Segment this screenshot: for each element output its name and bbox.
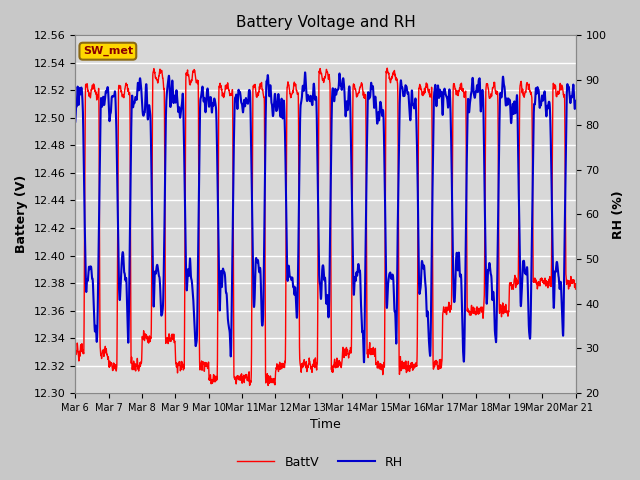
- RH: [466, 101, 474, 107]
- RH: [410, 104, 417, 110]
- BattV: [264, 383, 272, 388]
- BattV: [438, 363, 445, 369]
- X-axis label: Time: Time: [310, 419, 341, 432]
- BattV: [383, 65, 391, 71]
- BattV: [572, 283, 579, 288]
- RH: [438, 89, 445, 95]
- Line: BattV: BattV: [76, 68, 576, 385]
- RH: [301, 70, 309, 75]
- RH: [572, 103, 579, 108]
- Legend: BattV, RH: BattV, RH: [232, 451, 408, 474]
- Y-axis label: RH (%): RH (%): [612, 190, 625, 239]
- BattV: [410, 363, 417, 369]
- BattV: [307, 363, 314, 369]
- Line: RH: RH: [76, 72, 576, 362]
- RH: [572, 98, 580, 104]
- RH: [360, 360, 368, 365]
- RH: [72, 119, 79, 124]
- RH: [307, 94, 314, 99]
- BattV: [466, 310, 474, 315]
- Title: Battery Voltage and RH: Battery Voltage and RH: [236, 15, 415, 30]
- BattV: [161, 289, 169, 295]
- RH: [161, 160, 169, 166]
- Text: SW_met: SW_met: [83, 46, 133, 56]
- BattV: [572, 286, 580, 292]
- BattV: [72, 350, 79, 356]
- Y-axis label: Battery (V): Battery (V): [15, 175, 28, 253]
